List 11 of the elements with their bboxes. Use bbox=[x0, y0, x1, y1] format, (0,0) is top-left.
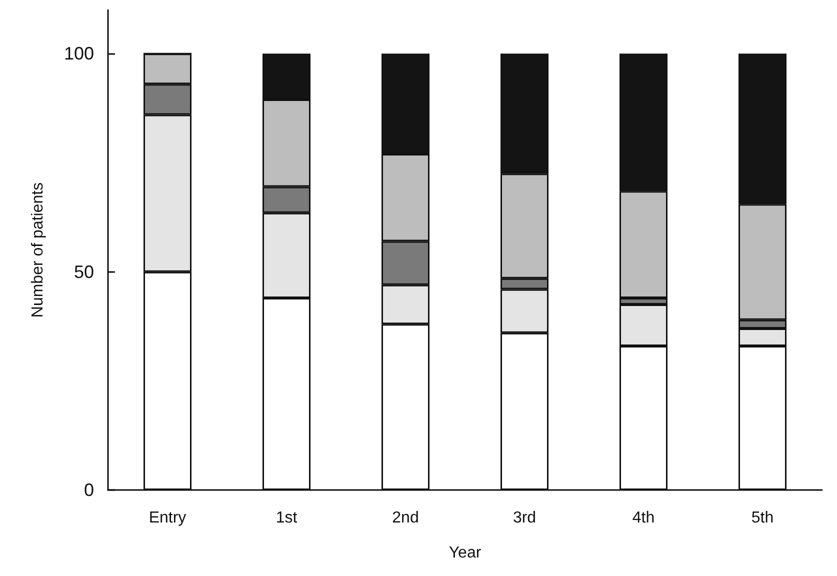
y-tick-label: 50 bbox=[74, 262, 94, 282]
y-tick-label: 0 bbox=[84, 480, 94, 500]
x-tick-label: Entry bbox=[148, 510, 186, 526]
x-axis-title: Year bbox=[448, 544, 482, 562]
y-axis-title: Number of patients bbox=[30, 182, 46, 318]
x-tick-label: 4th bbox=[632, 510, 655, 526]
x-tick-label: 3rd bbox=[512, 510, 536, 526]
x-tick-label: 1st bbox=[276, 510, 298, 526]
x-tick-label: 2nd bbox=[392, 510, 419, 526]
x-tick-label: 5th bbox=[751, 510, 774, 526]
y-tick-label: 100 bbox=[64, 44, 94, 64]
